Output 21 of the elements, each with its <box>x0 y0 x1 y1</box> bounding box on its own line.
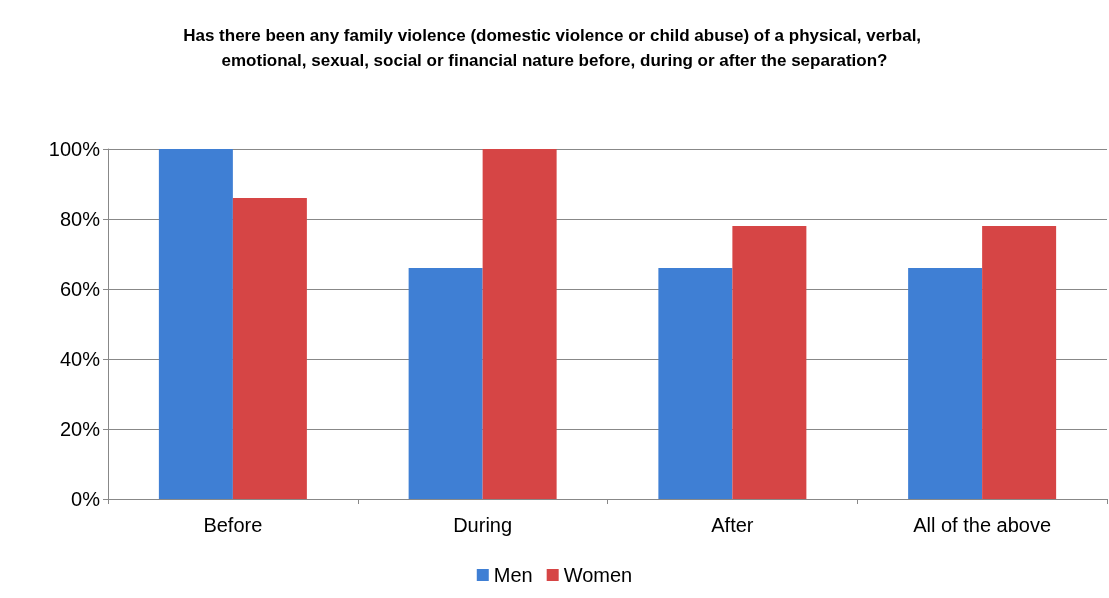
bar <box>658 268 733 499</box>
bar <box>982 226 1057 499</box>
y-tick-label: 0% <box>71 488 101 510</box>
bar <box>232 198 307 499</box>
y-tick-label: 20% <box>59 418 101 440</box>
x-tick-label: All of the above <box>913 514 1052 536</box>
chart-title: Has there been any family violence (domestic violence or child abuse) of a physical, verbal, emotional, sexual, social or financial nature before, during or after the separation? <box>183 26 926 70</box>
y-tick-label: 40% <box>59 348 101 370</box>
x-tick-label: During <box>453 514 513 536</box>
x-tick-label: Before <box>203 514 263 536</box>
bar <box>482 149 557 499</box>
y-tick-label: 60% <box>59 278 101 300</box>
bar <box>732 226 807 499</box>
x-tick-label: After <box>711 514 754 536</box>
bar <box>408 268 483 499</box>
bar <box>908 268 983 499</box>
legend-label: Men <box>493 564 533 586</box>
legend-label: Women <box>563 564 633 586</box>
bar <box>158 149 233 499</box>
y-tick-label: 80% <box>59 208 101 230</box>
y-tick-label: 100% <box>48 138 101 160</box>
